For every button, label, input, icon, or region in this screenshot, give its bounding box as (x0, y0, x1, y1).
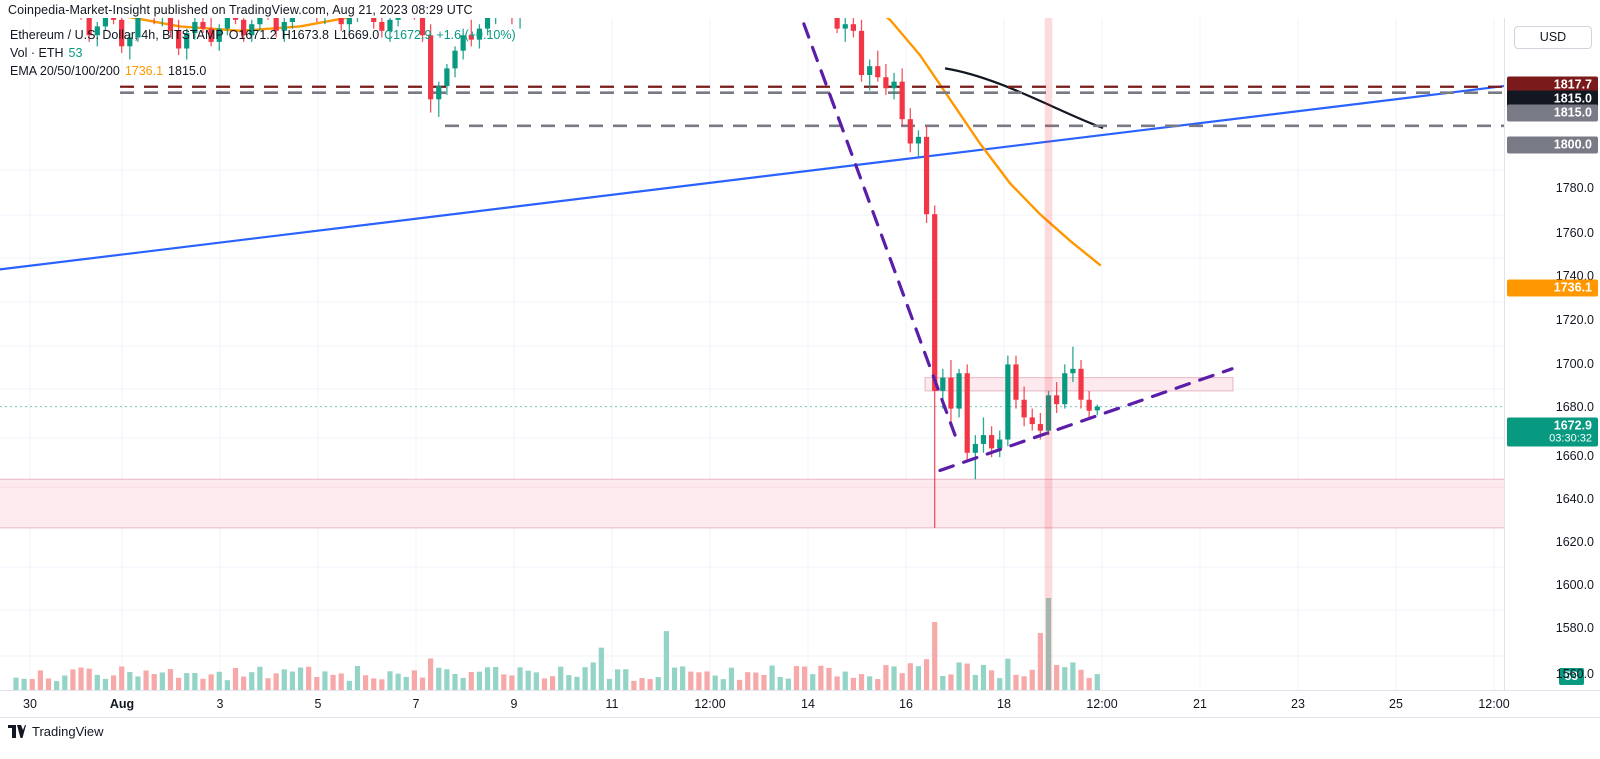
time-tick-7: 7 (412, 697, 420, 711)
ema-200-price-badge: 1817.7 (1507, 76, 1598, 94)
time-tick-12-00: 12:00 (1086, 697, 1118, 711)
countdown-timer: 03:30:32 (1549, 432, 1592, 445)
chart-plot-area[interactable] (0, 18, 1504, 690)
price-tick-1580-0: 1580.0 (1555, 621, 1594, 635)
time-tick-25: 25 (1389, 697, 1403, 711)
support-1800-badge: 1800.0 (1507, 136, 1598, 154)
price-tick-1780-0: 1780.0 (1555, 181, 1594, 195)
volume-series[interactable] (13, 598, 1100, 690)
price-tick-1600-0: 1600.0 (1555, 578, 1594, 592)
price-tick-1640-0: 1640.0 (1555, 492, 1594, 506)
demand-zone-lower (0, 479, 1504, 528)
crash-candle-highlight (1044, 18, 1053, 690)
attribution-text: Coinpedia-Market-Insight published on Tr… (8, 3, 473, 17)
resistance-1815-badge: 1815.0 (1507, 104, 1598, 122)
currency-selector[interactable]: USD (1514, 26, 1592, 49)
price-tick-1720-0: 1720.0 (1555, 313, 1594, 327)
time-tick-21: 21 (1193, 697, 1207, 711)
time-tick-16: 16 (899, 697, 913, 711)
time-tick-18: 18 (997, 697, 1011, 711)
ema-20-50-line (127, 18, 1102, 267)
price-tick-1700-0: 1700.0 (1555, 357, 1594, 371)
tradingview-wordmark: TradingView (32, 724, 104, 739)
time-tick-3: 3 (216, 697, 224, 711)
time-tick-12-00: 12:00 (1478, 697, 1510, 711)
chart-svg (0, 18, 1504, 690)
ema-100-price-badge: 1815.0 (1507, 90, 1598, 108)
time-tick-9: 9 (510, 697, 518, 711)
volume-value-badge: 53 (1558, 668, 1584, 685)
candlestick-series[interactable] (13, 18, 1100, 528)
price-tick-1620-0: 1620.0 (1555, 535, 1594, 549)
grid-lines (0, 18, 1504, 690)
price-tick-1760-0: 1760.0 (1555, 226, 1594, 240)
price-tick-1660-0: 1660.0 (1555, 449, 1594, 463)
time-tick-Aug: Aug (109, 697, 135, 711)
ema-100-line (944, 67, 1104, 130)
time-tick-14: 14 (801, 697, 815, 711)
tradingview-logo-icon (8, 725, 26, 738)
price-axis[interactable]: USD 53 1780.0 1760.0 1740.0 1720.0 1700.0 168… (1504, 18, 1600, 690)
time-tick-11: 11 (605, 697, 619, 711)
price-tick-1680-0: 1680.0 (1555, 400, 1594, 414)
time-tick-30: 30 (23, 697, 37, 711)
ascending-support-trendline[interactable] (938, 367, 1234, 473)
time-axis[interactable]: 30 Aug 3 5 7 9 11 12:00 14 16 18 12:00 21 23 25 12:00 (0, 690, 1600, 718)
time-tick-5: 5 (314, 697, 322, 711)
time-tick-23: 23 (1291, 697, 1305, 711)
time-tick-12-00: 12:00 (694, 697, 726, 711)
tradingview-footer: TradingView (8, 724, 104, 739)
descending-trendline[interactable] (778, 18, 957, 437)
price-tick-1560-0: 1560.0 (1555, 667, 1594, 681)
last-price-badge: 1672.9 03:30:32 (1507, 417, 1598, 447)
ema-200-line (0, 84, 1504, 271)
ema-50-price-badge: 1736.1 (1507, 279, 1598, 297)
